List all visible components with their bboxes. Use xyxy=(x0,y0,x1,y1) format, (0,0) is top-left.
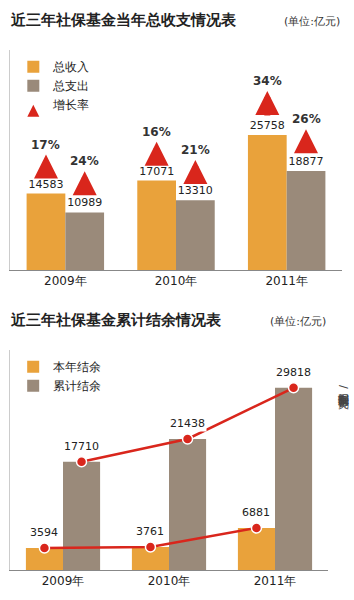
svg-text:34%: 34% xyxy=(253,74,282,88)
svg-text:10989: 10989 xyxy=(67,196,102,209)
svg-text:26%: 26% xyxy=(292,112,321,126)
svg-text:2011年: 2011年 xyxy=(265,274,308,288)
svg-text:本年结余: 本年结余 xyxy=(53,360,101,374)
svg-text:增长率: 增长率 xyxy=(52,98,89,112)
html-text:新京报制图/许英剑: 新京报制图/许英剑 xyxy=(337,385,350,389)
svg-text:29818: 29818 xyxy=(276,366,311,379)
svg-text:3761: 3761 xyxy=(136,525,164,538)
svg-text:3594: 3594 xyxy=(30,526,58,539)
svg-text:2010年: 2010年 xyxy=(155,274,198,288)
svg-text:近三年社保基金累计结余情况表: 近三年社保基金累计结余情况表 xyxy=(10,311,222,329)
svg-text:14583: 14583 xyxy=(28,178,63,191)
svg-text:16%: 16% xyxy=(142,125,171,139)
svg-text:25758: 25758 xyxy=(250,119,285,132)
svg-text:21%: 21% xyxy=(181,143,210,157)
svg-text:17071: 17071 xyxy=(139,165,174,178)
svg-text:(单位:亿元): (单位:亿元) xyxy=(270,315,326,328)
svg-text:2010年: 2010年 xyxy=(148,574,191,588)
svg-text:18877: 18877 xyxy=(289,155,324,168)
svg-text:总支出: 总支出 xyxy=(52,79,89,93)
svg-text:24%: 24% xyxy=(70,154,99,168)
svg-text:累计结余: 累计结余 xyxy=(53,379,101,393)
svg-text:总收入: 总收入 xyxy=(52,60,89,74)
svg-text:17%: 17% xyxy=(31,138,60,152)
svg-text:(单位:亿元): (单位:亿元) xyxy=(284,15,340,28)
svg-text:17710: 17710 xyxy=(64,440,99,453)
svg-text:13310: 13310 xyxy=(178,184,213,197)
svg-text:近三年社保基金当年总收支情况表: 近三年社保基金当年总收支情况表 xyxy=(10,11,237,29)
svg-text:2009年: 2009年 xyxy=(44,274,87,288)
svg-text:6881: 6881 xyxy=(242,506,270,519)
svg-text:21438: 21438 xyxy=(170,417,205,430)
svg-text:2009年: 2009年 xyxy=(42,574,85,588)
svg-text:2011年: 2011年 xyxy=(254,574,297,588)
